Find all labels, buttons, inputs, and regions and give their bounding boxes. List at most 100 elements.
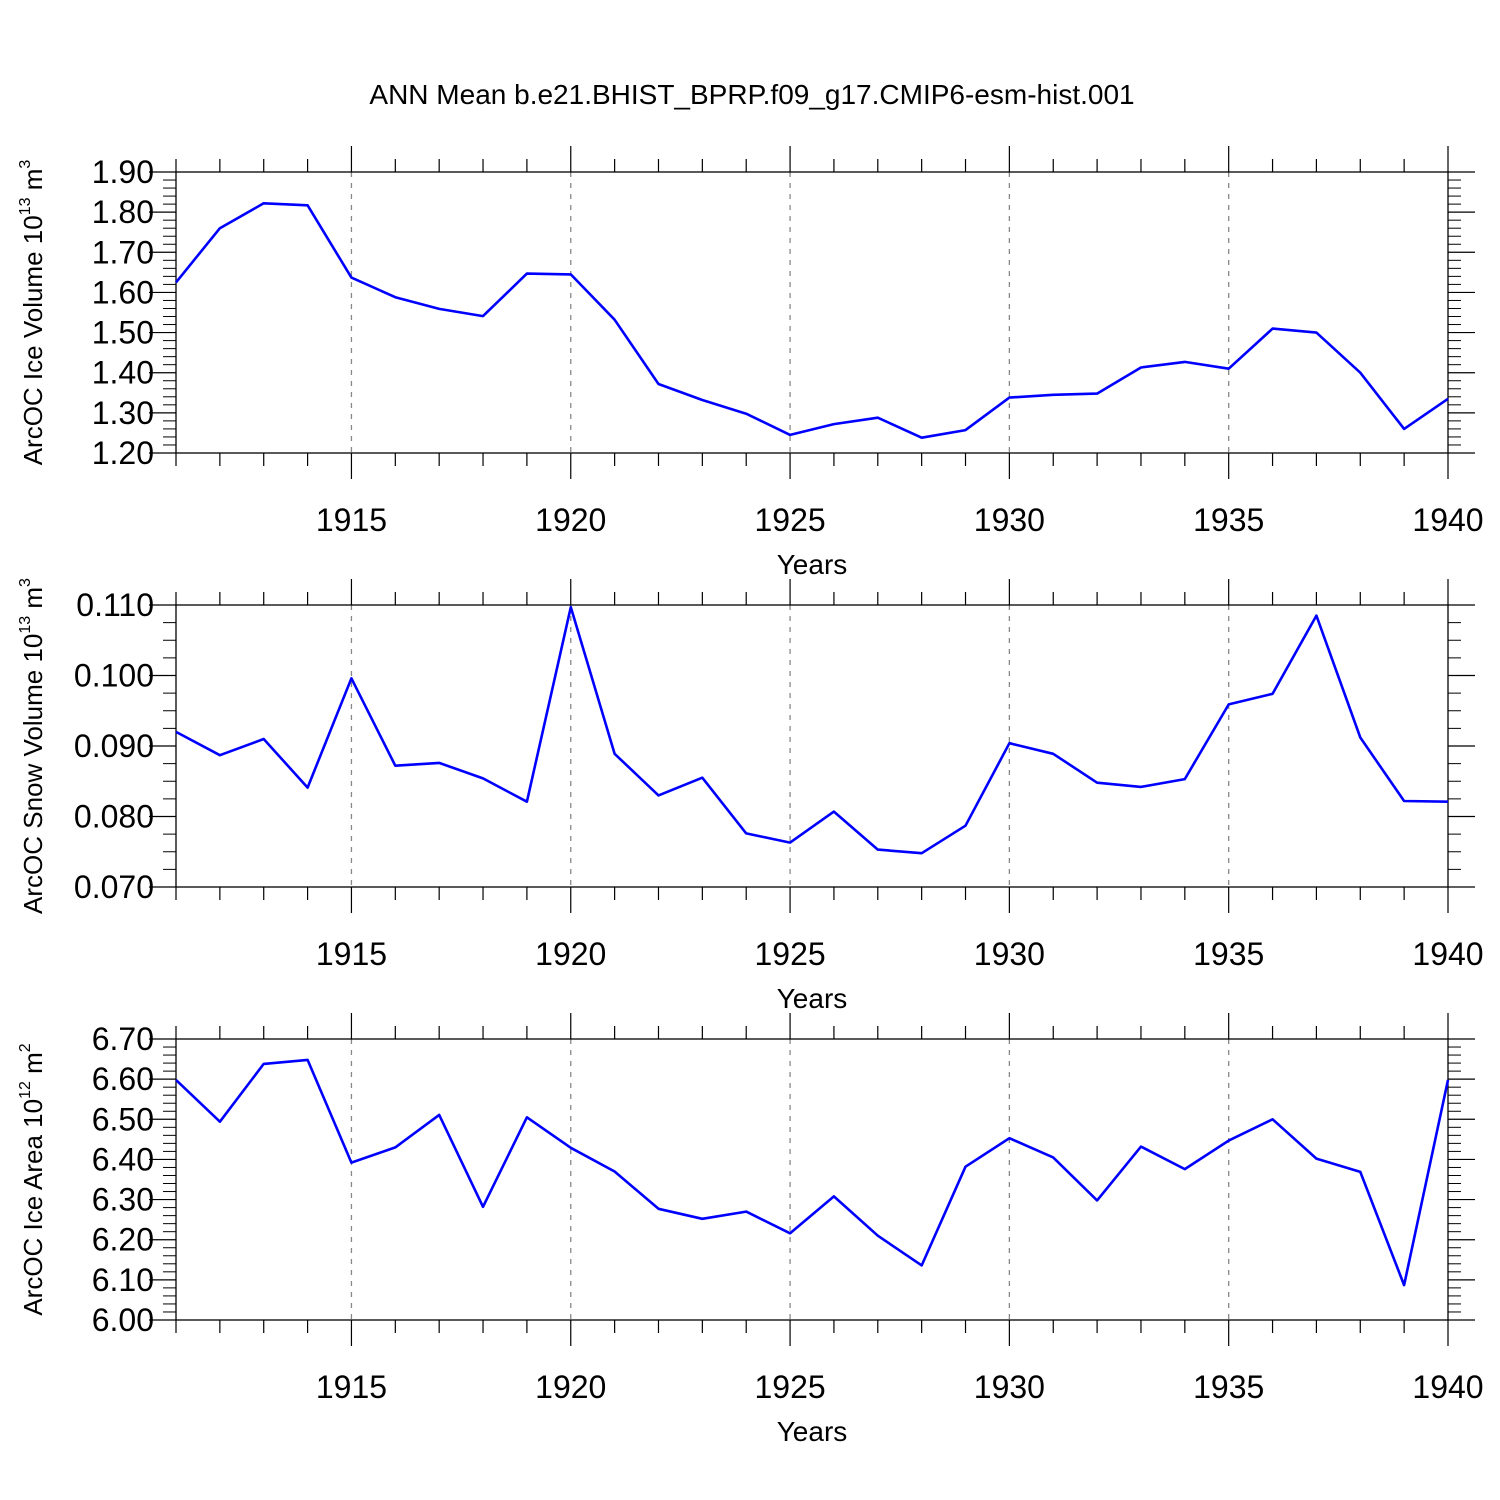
data-point	[1358, 1170, 1362, 1174]
data-point	[218, 753, 222, 757]
y-tick-label: 1.50	[92, 315, 154, 351]
data-point	[1095, 392, 1099, 396]
panel-3: 6.00 6.10 6.20 6.30 6.40 6.50 6.60 6.70 1915 1920…	[17, 1013, 1484, 1447]
data-point	[174, 1078, 178, 1082]
y-tick-label: 0.090	[74, 728, 154, 764]
data-point	[964, 824, 968, 828]
data-point	[700, 1217, 704, 1221]
y-tick-label: 1.30	[92, 395, 154, 431]
data-point	[349, 676, 353, 680]
data-point	[1139, 1145, 1143, 1149]
y-tick-label: 1.60	[92, 274, 154, 310]
y-tick-label: 6.40	[92, 1141, 154, 1177]
data-point	[700, 398, 704, 402]
data-point	[1446, 800, 1450, 804]
data-point	[1446, 1078, 1450, 1082]
data-point	[1271, 327, 1275, 331]
plot-frame	[175, 171, 1449, 454]
y-tick-label: 6.70	[92, 1021, 154, 1057]
y-tick-label: 1.80	[92, 194, 154, 230]
y-axis-label: ArcOC Ice Volume 1013 m3	[17, 160, 48, 466]
data-point	[306, 1058, 310, 1062]
x-tick-label: 1925	[754, 1369, 825, 1405]
data-point	[656, 1207, 660, 1211]
x-tick-label: 1935	[1193, 1369, 1264, 1405]
data-point	[481, 1205, 485, 1209]
plot-frame	[175, 604, 1449, 888]
data-point	[1007, 396, 1011, 400]
x-tick-label: 1940	[1412, 502, 1483, 538]
data-point	[920, 851, 924, 855]
data-point	[656, 382, 660, 386]
data-point	[1314, 331, 1318, 335]
data-point	[1095, 781, 1099, 785]
y-tick-label: 0.080	[74, 799, 154, 835]
data-point	[1271, 1117, 1275, 1121]
data-point	[1095, 1198, 1099, 1202]
data-point	[832, 810, 836, 814]
y-tick-label: 6.30	[92, 1182, 154, 1218]
data-point	[393, 764, 397, 768]
data-point	[569, 272, 573, 276]
x-tick-label: 1915	[316, 936, 387, 972]
data-point	[393, 1145, 397, 1149]
y-tick-label: 0.100	[74, 658, 154, 694]
series-line	[175, 1058, 1450, 1287]
data-point	[1227, 702, 1231, 706]
data-point	[920, 436, 924, 440]
data-point	[656, 793, 660, 797]
x-tick-label: 1915	[316, 502, 387, 538]
data-point	[1314, 614, 1318, 618]
x-tick-label: 1930	[974, 502, 1045, 538]
x-tick-label: 1935	[1193, 936, 1264, 972]
figure-title: ANN Mean b.e21.BHIST_BPRP.f09_g17.CMIP6-…	[369, 79, 1134, 110]
data-point	[1183, 1167, 1187, 1171]
data-point	[1358, 371, 1362, 375]
data-point	[876, 848, 880, 852]
y-axis-label: ArcOC Ice Area 1012 m2	[17, 1043, 48, 1315]
data-point	[1402, 799, 1406, 803]
data-point	[1314, 1157, 1318, 1161]
data-point	[525, 1115, 529, 1119]
data-point	[174, 730, 178, 734]
data-point	[1358, 736, 1362, 740]
data-point	[349, 1161, 353, 1165]
data-point	[832, 1194, 836, 1198]
plot-frame	[175, 1038, 1449, 1321]
data-point	[613, 318, 617, 322]
x-tick-label: 1940	[1412, 1369, 1483, 1405]
data-point	[700, 776, 704, 780]
series-line	[174, 202, 1449, 440]
data-point	[349, 276, 353, 280]
data-point	[218, 226, 222, 230]
data-point	[1183, 777, 1187, 781]
data-point	[1051, 1155, 1055, 1159]
data-point	[788, 433, 792, 437]
x-tick-label: 1940	[1412, 936, 1483, 972]
x-tick-label: 1930	[974, 936, 1045, 972]
data-point	[437, 1113, 441, 1117]
data-point	[1402, 427, 1406, 431]
data-point	[569, 1146, 573, 1150]
x-tick-label: 1920	[535, 936, 606, 972]
data-point	[1051, 752, 1055, 756]
data-point	[262, 737, 266, 741]
data-point	[437, 761, 441, 765]
data-point	[744, 831, 748, 835]
data-point	[262, 201, 266, 205]
data-point	[1402, 1283, 1406, 1287]
data-point	[744, 412, 748, 416]
data-point	[920, 1263, 924, 1267]
data-point	[393, 295, 397, 299]
data-point	[437, 307, 441, 311]
data-point	[1271, 692, 1275, 696]
data-point	[306, 203, 310, 207]
data-point	[481, 776, 485, 780]
data-point	[306, 786, 310, 790]
data-point	[1007, 741, 1011, 745]
data-point	[744, 1210, 748, 1214]
x-tick-label: 1925	[754, 502, 825, 538]
data-point	[1139, 785, 1143, 789]
data-point	[1051, 393, 1055, 397]
